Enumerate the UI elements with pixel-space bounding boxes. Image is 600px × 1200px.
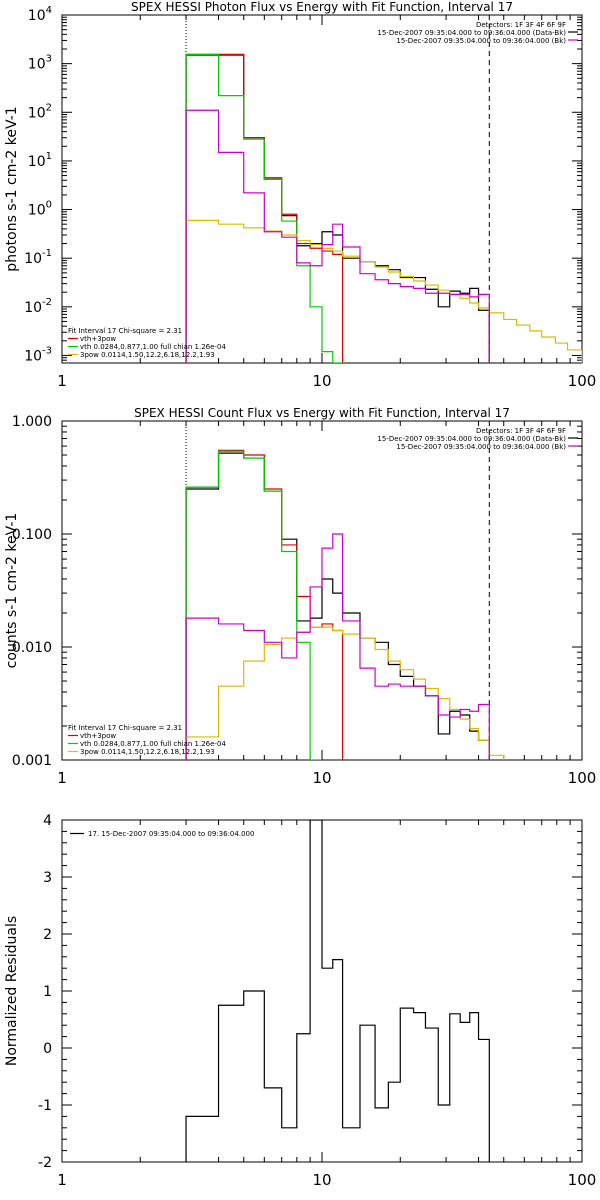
y-axis-label: photons s-1 cm-2 keV-1	[4, 106, 20, 271]
x-tick-label: 100	[568, 1171, 597, 1189]
chart-panel-2: 1 10 100 0.001 0.010 0.100 1.000 SPEX HESSI Cou…	[4, 406, 596, 787]
y-tick-label: 3	[43, 870, 52, 886]
series-group	[185, 820, 490, 1162]
y-tick-label: 10-2	[24, 297, 52, 316]
x-tick-label: 10	[312, 1171, 331, 1189]
chart-panel-1: 1 10 100 10-3 10-2 10-1 100 101 102 103 104 SPEX HE…	[4, 0, 596, 390]
y-axis-label: Normalized Residuals	[4, 916, 20, 1066]
series-vth	[185, 450, 322, 760]
series-vth	[185, 53, 343, 363]
x-tick-label: 1	[57, 372, 67, 390]
x-tick-label: 100	[568, 769, 597, 787]
y-tick-label: 100	[28, 200, 52, 219]
y-tick-label: 0.010	[12, 640, 52, 656]
y-tick-label: -2	[38, 1155, 52, 1171]
fit-legend-label: vth 0.0284,0.877,1.00 full chian 1.26e-0…	[80, 740, 226, 748]
y-tick-label: 1	[43, 984, 52, 1000]
y-tick-label: 101	[28, 151, 52, 170]
chart-panel-3: 1 10 100 -2 -1 0 1 2 3 4 Normalized Residuals 17. 1…	[4, 813, 596, 1189]
legend-label: 17. 15-Dec-2007 09:35:04.000 to 09:36:04…	[88, 830, 254, 838]
x-tick-label: 1	[57, 1171, 67, 1189]
series-group	[185, 53, 582, 363]
header-line: Detectors: 1F 3F 4F 6F 9F	[476, 427, 566, 435]
header-line: 15-Dec-2007 09:35:04.000 to 09:36:04.000…	[377, 29, 566, 37]
y-axis-label: counts s-1 cm-2 keV-1	[4, 513, 20, 669]
series-3pow	[185, 626, 505, 760]
fit-legend-label: vth 0.0284,0.877,1.00 full chian 1.26e-0…	[80, 343, 226, 351]
y-tick-label: 104	[28, 5, 52, 24]
series-data-bk	[185, 54, 490, 363]
series-data-bk	[185, 452, 490, 760]
y-tick-label: 103	[28, 54, 52, 73]
fit-legend-label: vth+3pow	[80, 335, 116, 343]
header-line: 15-Dec-2007 09:35:04.000 to 09:36:04.000…	[396, 37, 566, 45]
x-tick-label: 1	[57, 769, 67, 787]
y-tick-label: -1	[38, 1098, 52, 1114]
y-tick-label: 2	[43, 927, 52, 943]
fit-legend-label: vth+3pow	[80, 732, 116, 740]
series-vth-3pow	[185, 449, 344, 760]
y-tick-label: 10-3	[24, 345, 52, 364]
y-tick-label: 0.100	[12, 527, 52, 543]
fit-caption: Fit Interval 17 Chi-square = 2.31	[68, 724, 182, 732]
y-tick-label: 0	[43, 1041, 52, 1057]
fit-caption: Fit Interval 17 Chi-square = 2.31	[68, 327, 182, 335]
header-line: Detectors: 1F 3F 4F 6F 9F	[476, 21, 566, 29]
series-group	[185, 449, 505, 760]
series-17-15-dec-2007-09-35-04-000-to-09-36-04-000	[185, 820, 490, 1162]
x-tick-label: 10	[312, 769, 331, 787]
chart-title: SPEX HESSI Photon Flux vs Energy with Fi…	[131, 0, 513, 14]
series-3pow	[185, 219, 582, 363]
fit-legend-label: 3pow 0.0114,1.50,12.2,6.18,12.2,1.93	[80, 351, 215, 359]
header-line: 15-Dec-2007 09:35:04.000 to 09:36:04.000…	[377, 435, 566, 443]
y-tick-label: 10-1	[24, 248, 52, 267]
y-tick-label: 0.001	[12, 753, 52, 769]
chart-title: SPEX HESSI Count Flux vs Energy with Fit…	[134, 406, 510, 420]
x-tick-label: 10	[312, 372, 331, 390]
fit-legend-label: 3pow 0.0114,1.50,12.2,6.18,12.2,1.93	[80, 748, 215, 756]
series-bk	[185, 109, 490, 363]
series-bk	[185, 533, 490, 760]
header-line: 15-Dec-2007 09:35:04.000 to 09:36:04.000…	[396, 443, 566, 451]
x-tick-label: 100	[568, 372, 597, 390]
y-tick-label: 1.000	[12, 414, 52, 430]
y-tick-label: 4	[43, 813, 52, 829]
y-tick-label: 102	[28, 102, 52, 121]
